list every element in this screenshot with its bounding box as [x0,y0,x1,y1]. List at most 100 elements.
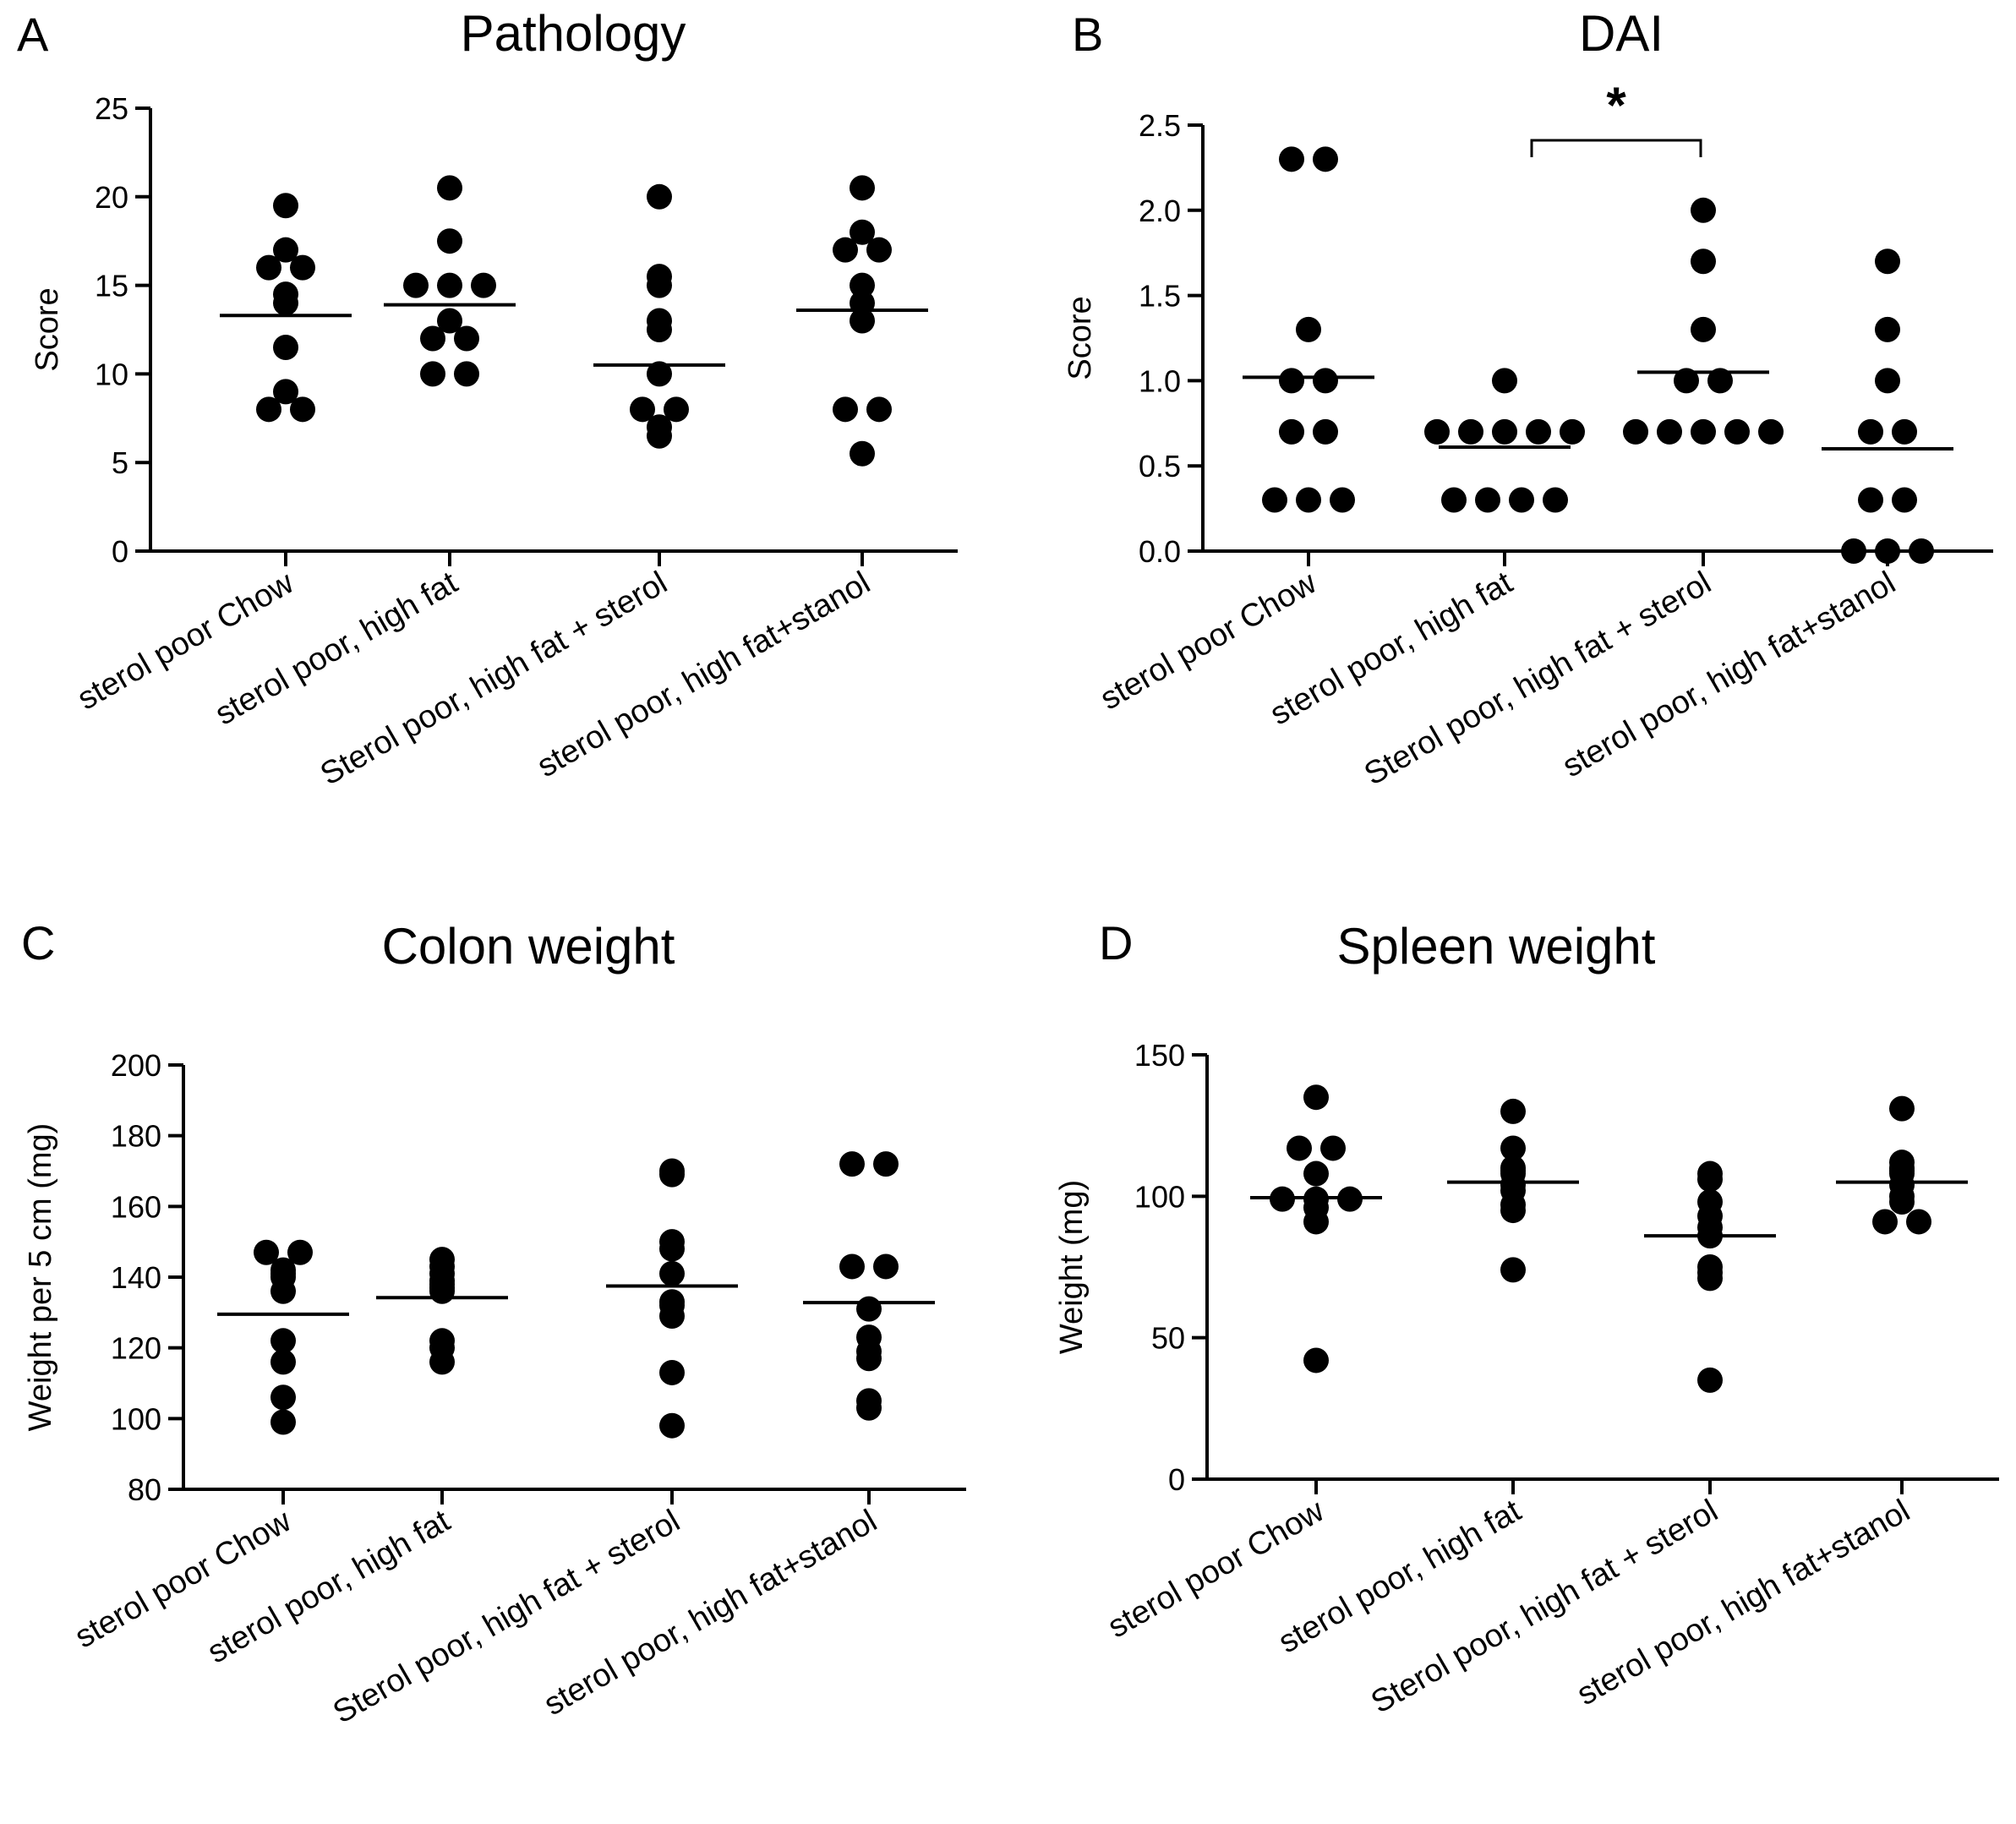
series-4 [796,175,928,467]
data-point [873,1151,899,1177]
y-tick-label: 100 [111,1401,161,1436]
data-point [1875,248,1900,275]
y-tick-label: 20 [95,180,128,215]
data-point [856,1346,882,1372]
data-point [1841,538,1866,564]
series-2 [376,1247,508,1375]
series-1 [220,193,352,423]
data-point [1287,1135,1312,1161]
data-point [1526,418,1551,445]
data-point [647,423,672,449]
data-point [833,237,858,263]
panel-d: D Spleen weight 0 50 100 150 Weight (mg) sterol… [1054,916,1999,1721]
category-label: Sterol poor, high fat + sterol [314,565,673,792]
data-point [850,308,875,334]
y-tick-label: 25 [95,91,128,126]
series-2 [1447,1098,1579,1283]
y-tick-label: 0 [1168,1462,1185,1497]
data-point [1279,146,1304,172]
data-point [420,325,445,352]
data-point [1303,1209,1329,1235]
data-point [1875,316,1900,342]
y-tick-label: 15 [95,269,128,303]
data-point [1330,487,1355,513]
data-point [1296,316,1321,342]
series-3 [606,1158,738,1439]
data-point [833,396,858,423]
data-point [290,254,315,281]
y-axis-title: Weight per 5 cm (mg) [23,1123,58,1432]
data-point [1543,487,1568,513]
data-point [1758,418,1784,445]
data-point [1657,418,1682,445]
series-3 [593,183,725,449]
data-point [1458,418,1483,445]
data-point [270,1384,296,1411]
y-tick-label: 0 [112,534,128,569]
panel-title: Spleen weight [1337,918,1656,975]
data-point [1691,418,1716,445]
data-point [1697,1265,1723,1292]
data-point [1296,487,1321,513]
y-tick-label: 120 [111,1331,161,1366]
data-point [1875,368,1900,394]
data-point [1320,1135,1346,1161]
data-point [1691,248,1716,275]
data-point [454,325,479,352]
data-point [1623,418,1648,445]
y-tick-label: 160 [111,1189,161,1224]
data-point [1313,418,1338,445]
panel-letter: D [1099,916,1133,969]
series-2 [384,175,516,387]
data-point [866,237,892,263]
y-tick-label: 2.0 [1139,194,1181,228]
data-point [270,1349,296,1375]
data-point [429,1275,455,1301]
data-point [437,228,462,254]
data-point [1279,368,1304,394]
data-point [429,1349,455,1375]
data-point [287,1239,313,1265]
y-tick-label: 0.5 [1139,449,1181,483]
data-point [659,1303,685,1330]
data-point [437,272,462,298]
data-point [664,396,689,423]
data-point [839,1253,865,1280]
data-point [866,396,892,423]
series-1 [1243,146,1374,513]
data-point [1697,1166,1723,1193]
panel-title: Pathology [461,5,686,62]
y-tick-label: 100 [1134,1179,1185,1214]
y-tick-label: 50 [1151,1321,1185,1356]
panel-letter: B [1072,8,1103,61]
data-point [1509,487,1534,513]
series-4 [803,1151,935,1421]
y-tick-label: 80 [128,1472,161,1507]
data-point [273,334,298,360]
data-point [839,1151,865,1177]
y-tick-label: 10 [95,357,128,391]
category-label: sterol poor, high fat+stanol [532,565,877,784]
data-point [1500,1135,1526,1161]
data-point [1313,146,1338,172]
series-1 [1250,1084,1382,1373]
data-point [420,361,445,387]
data-point [1674,368,1699,394]
data-point [659,1412,685,1439]
data-point [1441,487,1467,513]
data-point [290,396,315,423]
panel-title: DAI [1579,5,1664,62]
data-point [659,1359,685,1385]
data-point [254,1239,279,1265]
data-point [1858,487,1883,513]
data-point [659,1260,685,1286]
data-point [1492,368,1517,394]
data-point [270,1328,296,1354]
data-point [471,272,496,298]
data-point [850,175,875,201]
data-point [1303,1347,1329,1373]
category-label: Sterol poor, high fat + sterol [1365,1493,1724,1720]
panel-letter: A [17,8,49,61]
